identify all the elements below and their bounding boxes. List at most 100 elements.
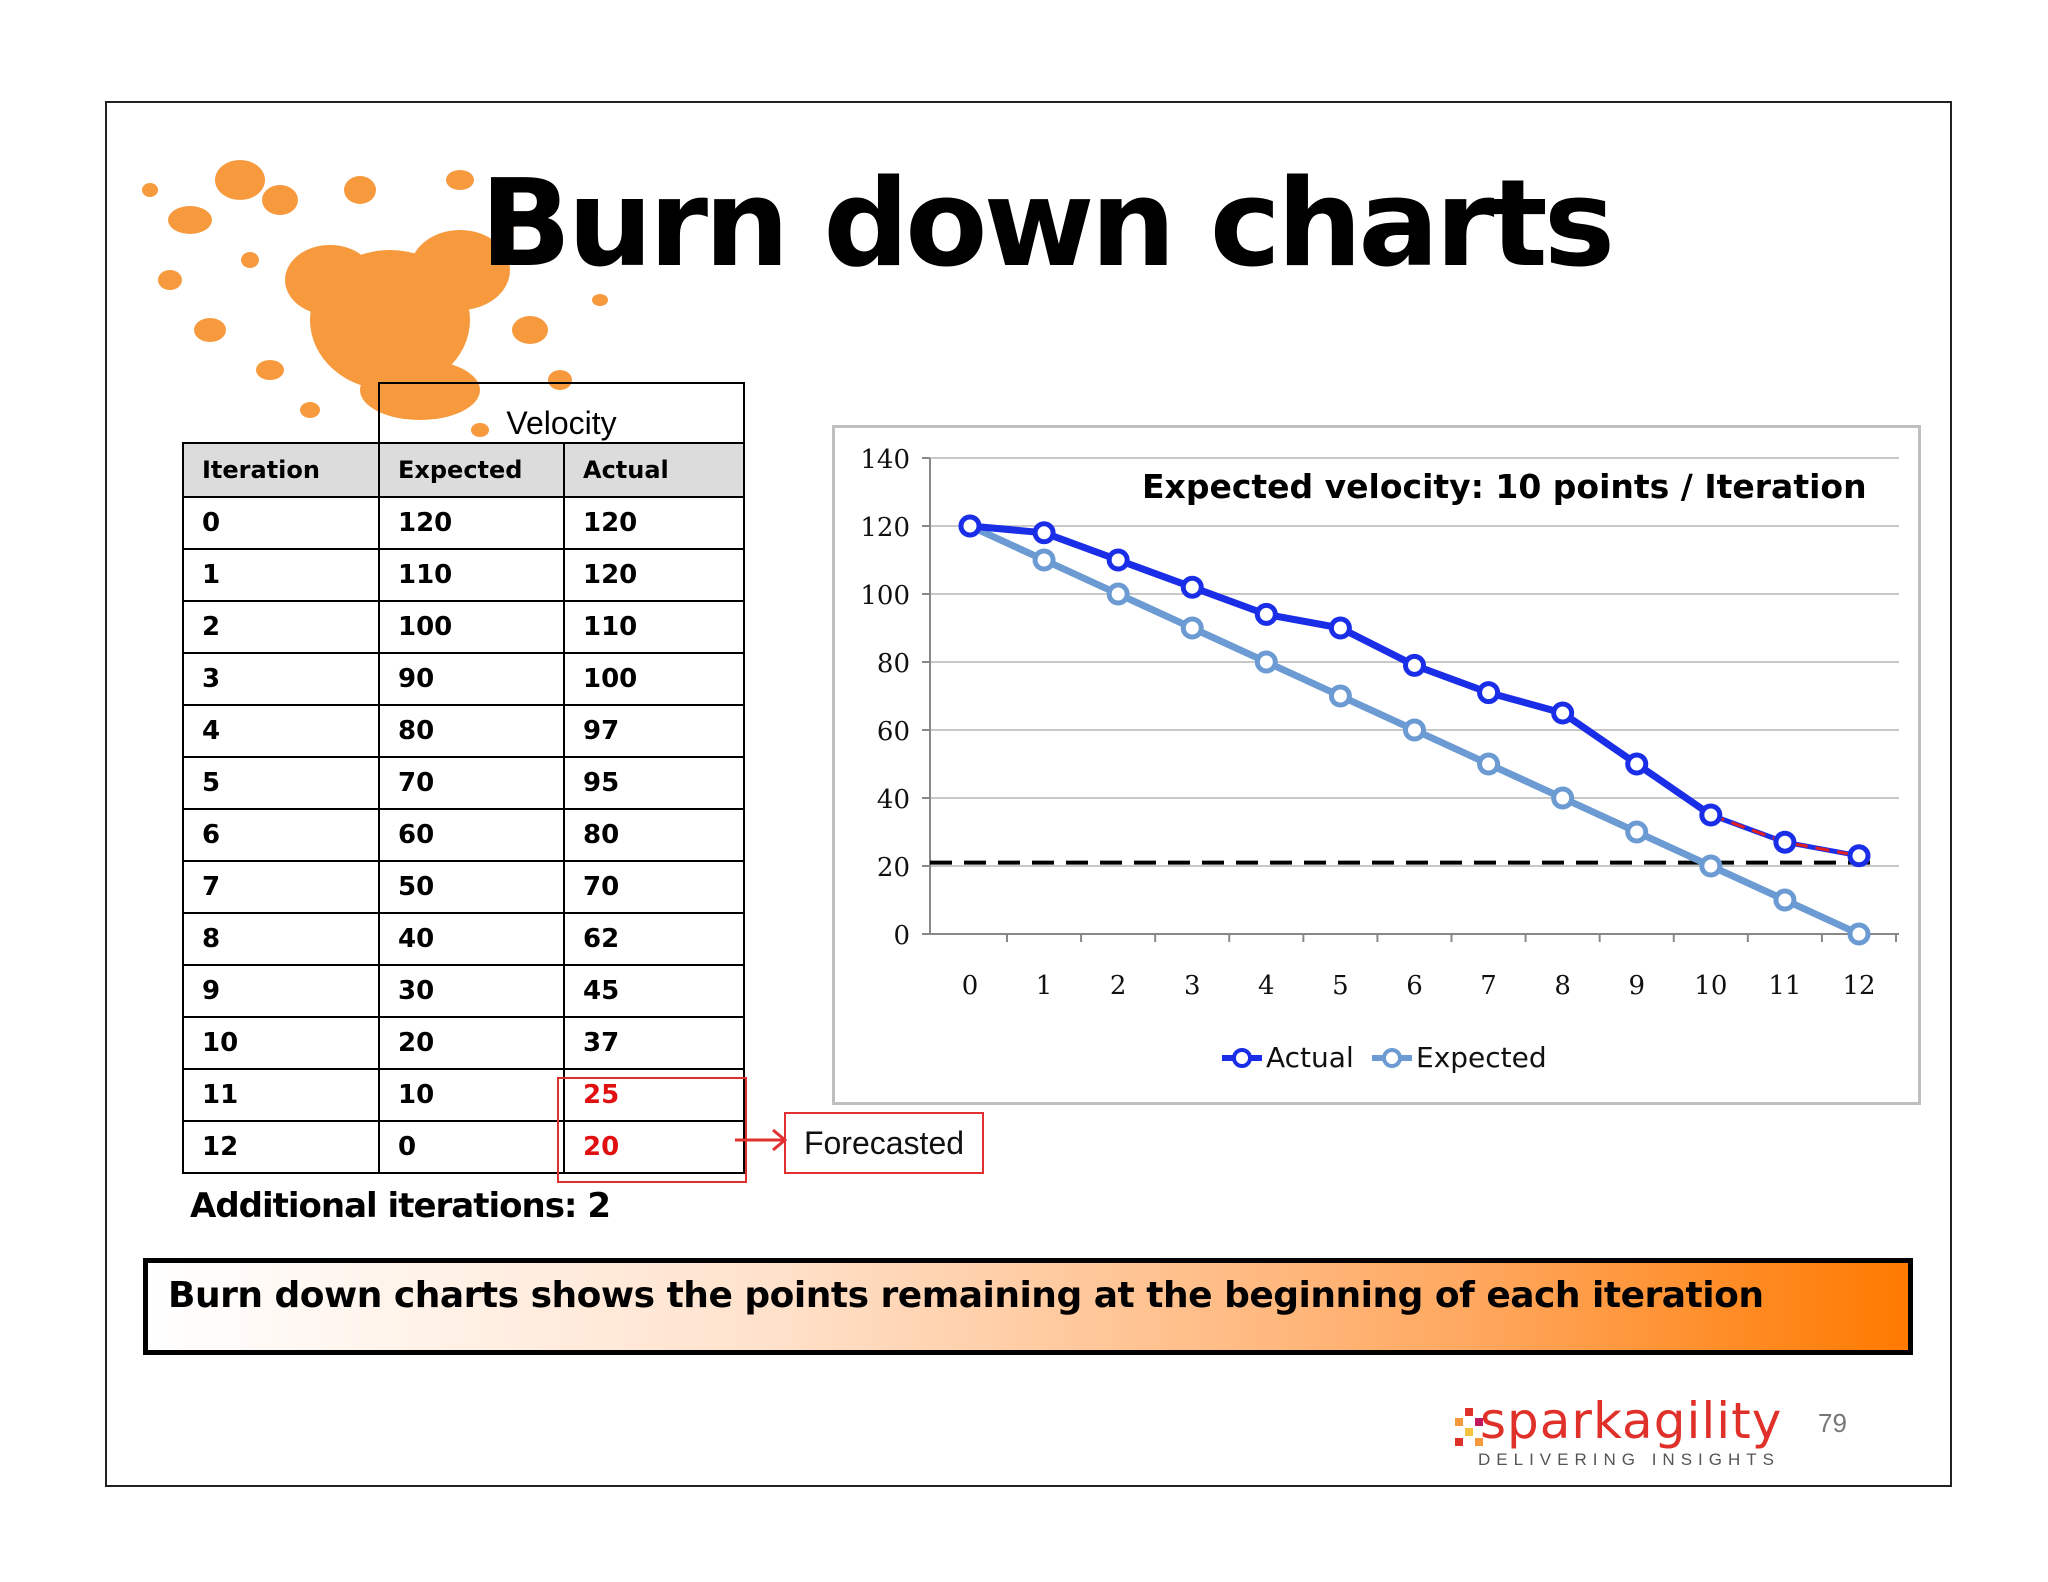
table-row: 0 120 120	[182, 496, 745, 550]
data-point-expected	[1254, 650, 1278, 674]
x-tick-label: 1	[1036, 971, 1053, 1001]
additional-iterations-text: Additional iterations: 2	[190, 1186, 611, 1226]
data-point-actual	[1180, 575, 1204, 599]
data-point-actual	[1032, 521, 1056, 545]
table-row: 6 60 80	[182, 808, 745, 862]
cell-expected: 30	[378, 964, 565, 1018]
forecasted-label: Forecasted	[784, 1112, 984, 1174]
cell-actual: 70	[563, 860, 745, 914]
legend-entry: Expected	[1416, 1041, 1547, 1074]
data-point-expected	[1477, 752, 1501, 776]
cell-expected: 20	[378, 1016, 565, 1070]
chart-title: Expected velocity: 10 points / Iteration	[1142, 467, 1867, 506]
forecast-highlight-box	[557, 1077, 747, 1183]
x-tick-label: 8	[1554, 971, 1571, 1001]
x-tick-label: 11	[1768, 971, 1801, 1001]
cell-expected: 60	[378, 808, 565, 862]
table-row: 3 90 100	[182, 652, 745, 706]
table-corner	[183, 383, 379, 443]
cell-actual: 45	[563, 964, 745, 1018]
cell-expected: 0	[378, 1120, 565, 1174]
x-tick-label: 6	[1406, 971, 1423, 1001]
series-line-actual	[969, 522, 1713, 818]
data-point-expected	[1847, 922, 1871, 946]
table-body: 0 120 120 1 110 120 2 100 110 3 90 100 4 80 97 5 70 95 6 60…	[182, 496, 745, 1174]
cell-iteration: 0	[182, 496, 380, 550]
x-tick-label: 9	[1628, 971, 1645, 1001]
cell-iteration: 3	[182, 652, 380, 706]
cell-iteration: 5	[182, 756, 380, 810]
y-tick-label: 0	[893, 921, 910, 951]
cell-iteration: 1	[182, 548, 380, 602]
data-point-actual	[1699, 803, 1723, 827]
y-tick-label: 80	[877, 649, 910, 679]
cell-actual: 100	[563, 652, 745, 706]
cell-iteration: 8	[182, 912, 380, 966]
data-point-expected	[1551, 786, 1575, 810]
x-tick-label: 12	[1842, 971, 1875, 1001]
table-row: 12 0 20	[182, 1120, 745, 1174]
x-tick-label: 4	[1258, 971, 1275, 1001]
summary-banner: Burn down charts shows the points remain…	[143, 1258, 1913, 1355]
data-point-actual	[1328, 616, 1352, 640]
velocity-group-header: Velocity	[378, 382, 745, 444]
cell-expected: 50	[378, 860, 565, 914]
y-tick-label: 40	[877, 785, 910, 815]
cell-iteration: 10	[182, 1016, 380, 1070]
x-tick-label: 10	[1694, 971, 1727, 1001]
cell-expected: 120	[378, 496, 565, 550]
cell-actual: 37	[563, 1016, 745, 1070]
y-tick-label: 100	[860, 581, 910, 611]
logo-wordmark: sparkagility	[1480, 1392, 1783, 1450]
cell-actual: 97	[563, 704, 745, 758]
data-point-expected	[1106, 582, 1130, 606]
y-tick-label: 120	[860, 513, 910, 543]
cell-actual: 62	[563, 912, 745, 966]
data-point-expected	[1032, 548, 1056, 572]
cell-actual: 95	[563, 756, 745, 810]
data-point-actual	[958, 514, 982, 538]
page-number: 79	[1818, 1408, 1847, 1438]
page-title: Burn down charts	[480, 155, 1615, 294]
cell-expected: 100	[378, 600, 565, 654]
data-point-expected	[1328, 684, 1352, 708]
cell-actual: 120	[563, 548, 745, 602]
cell-expected: 110	[378, 548, 565, 602]
table-row: 2 100 110	[182, 600, 745, 654]
table-row: 11 10 25	[182, 1068, 745, 1122]
column-header-expected: Expected	[378, 442, 565, 498]
velocity-table: Velocity Iteration Expected Actual 0 120 1…	[182, 382, 745, 1174]
cell-actual: 80	[563, 808, 745, 862]
cell-expected: 90	[378, 652, 565, 706]
data-point-actual	[1773, 830, 1797, 854]
column-header-iteration: Iteration	[182, 442, 380, 498]
cell-expected: 10	[378, 1068, 565, 1122]
x-tick-label: 0	[962, 971, 979, 1001]
y-tick-label: 60	[877, 717, 910, 747]
data-point-actual	[1551, 701, 1575, 725]
column-header-actual: Actual	[563, 442, 745, 498]
legend-swatch-marker	[1232, 1048, 1252, 1068]
table-row: 5 70 95	[182, 756, 745, 810]
cell-iteration: 11	[182, 1068, 380, 1122]
table-row: 9 30 45	[182, 964, 745, 1018]
x-tick-label: 5	[1332, 971, 1349, 1001]
table-row: 4 80 97	[182, 704, 745, 758]
chart-frame	[832, 425, 1921, 1105]
cell-iteration: 7	[182, 860, 380, 914]
logo-tagline: DELIVERING INSIGHTS	[1478, 1450, 1780, 1469]
x-tick-label: 3	[1184, 971, 1201, 1001]
cell-iteration: 12	[182, 1120, 380, 1174]
summary-banner-text: Burn down charts shows the points remain…	[168, 1275, 1764, 1316]
sparkagility-logo-icon	[1455, 1408, 1483, 1446]
data-point-actual	[1254, 602, 1278, 626]
data-point-actual	[1847, 844, 1871, 868]
cell-expected: 70	[378, 756, 565, 810]
cell-actual: 120	[563, 496, 745, 550]
table-row: 8 40 62	[182, 912, 745, 966]
data-point-actual	[1106, 548, 1130, 572]
paint-splat-decoration	[142, 160, 608, 437]
cell-iteration: 2	[182, 600, 380, 654]
data-point-actual	[1403, 653, 1426, 677]
